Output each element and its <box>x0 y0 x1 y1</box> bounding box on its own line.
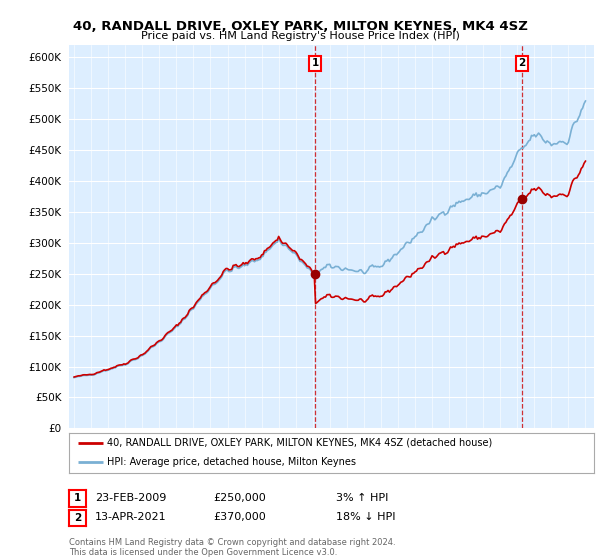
Text: 2: 2 <box>518 58 526 68</box>
Text: 13-APR-2021: 13-APR-2021 <box>95 512 166 522</box>
Text: Contains HM Land Registry data © Crown copyright and database right 2024.
This d: Contains HM Land Registry data © Crown c… <box>69 538 395 557</box>
Text: £250,000: £250,000 <box>213 493 266 503</box>
Text: £370,000: £370,000 <box>213 512 266 522</box>
Text: 40, RANDALL DRIVE, OXLEY PARK, MILTON KEYNES, MK4 4SZ: 40, RANDALL DRIVE, OXLEY PARK, MILTON KE… <box>73 20 527 32</box>
Text: HPI: Average price, detached house, Milton Keynes: HPI: Average price, detached house, Milt… <box>107 457 356 467</box>
Text: 3% ↑ HPI: 3% ↑ HPI <box>336 493 388 503</box>
Text: 40, RANDALL DRIVE, OXLEY PARK, MILTON KEYNES, MK4 4SZ (detached house): 40, RANDALL DRIVE, OXLEY PARK, MILTON KE… <box>107 438 492 448</box>
Text: Price paid vs. HM Land Registry's House Price Index (HPI): Price paid vs. HM Land Registry's House … <box>140 31 460 41</box>
Text: 1: 1 <box>74 493 81 503</box>
Text: 18% ↓ HPI: 18% ↓ HPI <box>336 512 395 522</box>
Text: 1: 1 <box>311 58 319 68</box>
Text: 23-FEB-2009: 23-FEB-2009 <box>95 493 166 503</box>
Text: 2: 2 <box>74 513 81 523</box>
